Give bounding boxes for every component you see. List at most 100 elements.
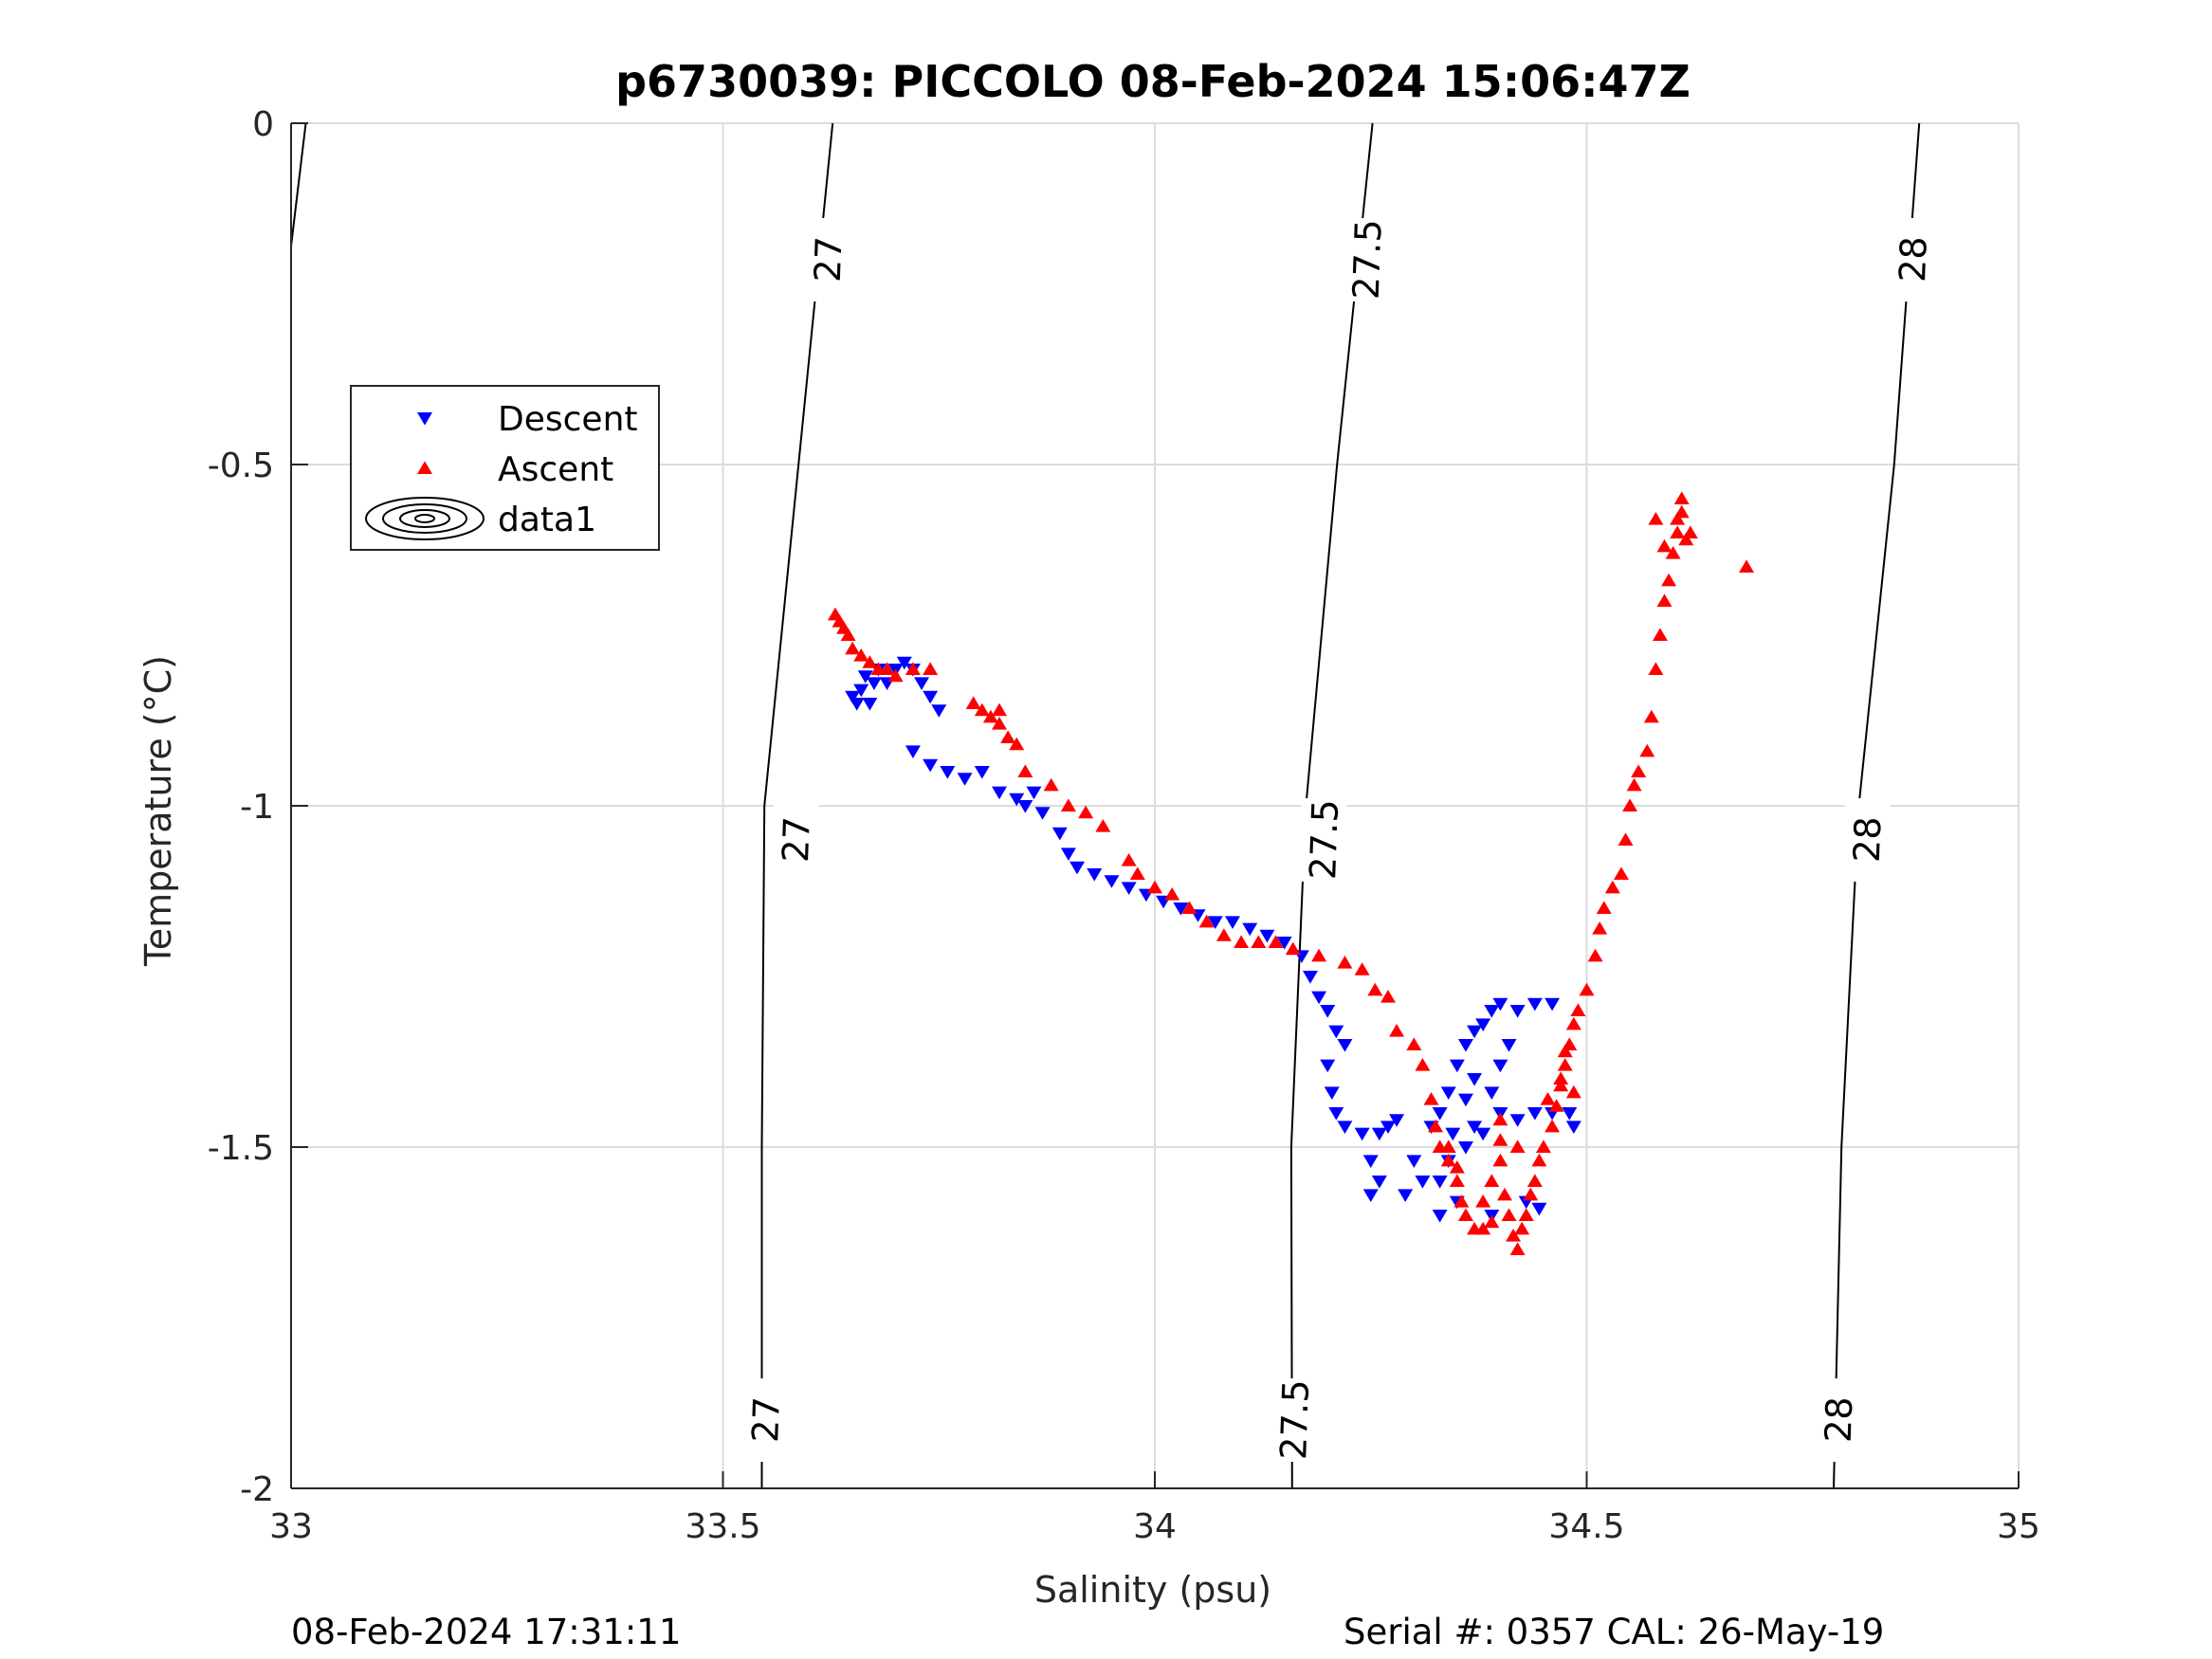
ascent-point <box>1017 764 1033 777</box>
descent-point <box>1354 1127 1370 1141</box>
ascent-point <box>1670 512 1686 525</box>
descent-point <box>923 690 939 704</box>
contour-label-background <box>1890 218 1936 301</box>
descent-point <box>1017 800 1033 813</box>
ascent-point <box>905 662 921 675</box>
descent-point <box>1328 1025 1344 1039</box>
descent-point <box>1501 1039 1517 1052</box>
y-axis-label: Temperature (°C) <box>137 655 179 967</box>
ascent-point <box>1440 1153 1456 1167</box>
ascent-point <box>1673 491 1690 504</box>
ascent-point <box>1337 956 1353 969</box>
descent-point <box>1467 1025 1483 1039</box>
descent-point <box>1440 1086 1456 1100</box>
ascent-point <box>1406 1037 1422 1050</box>
ascent-point <box>1181 901 1197 914</box>
ascent-point <box>1492 1133 1508 1146</box>
x-tick-label: 34.5 <box>1548 1507 1624 1546</box>
ascent-point <box>1449 1160 1465 1174</box>
descent-point <box>1320 1005 1336 1018</box>
chart-title: p6730039: PICCOLO 08-Feb-2024 15:06:47Z <box>615 56 1691 107</box>
ascent-point <box>1548 1099 1564 1112</box>
descent-point <box>1545 997 1561 1012</box>
x-tick-label: 34 <box>1133 1507 1177 1546</box>
descent-point <box>1389 1114 1405 1127</box>
ascent-point <box>1626 777 1642 792</box>
legend-entry-label: data1 <box>498 501 596 539</box>
descent-point <box>1432 1107 1448 1121</box>
ascent-point <box>1604 880 1620 894</box>
descent-point <box>1509 1005 1526 1018</box>
ascent-point <box>1639 743 1655 757</box>
ascent-point <box>1354 962 1370 975</box>
contour-label: 27 <box>807 236 850 283</box>
ascent-point <box>1540 1092 1556 1105</box>
descent-point <box>1087 868 1103 882</box>
contour-label: 27.5 <box>1272 1378 1317 1460</box>
descent-point <box>1026 786 1042 800</box>
descent-point <box>1009 793 1025 807</box>
ascent-point <box>1164 887 1180 901</box>
descent-point <box>862 698 878 711</box>
descent-point <box>1069 861 1086 875</box>
descent-point <box>1432 1176 1448 1189</box>
descent-point <box>1121 882 1137 895</box>
ascent-point <box>1234 935 1250 948</box>
ascent-point <box>840 628 856 641</box>
legend-ascent-marker <box>417 461 432 474</box>
ascent-point <box>1449 1174 1465 1187</box>
ascent-point <box>1268 935 1284 948</box>
descent-point <box>1259 929 1275 943</box>
density-contour-line <box>760 122 834 1488</box>
ascent-point <box>1078 805 1094 819</box>
ascent-point <box>1618 832 1634 846</box>
descent-point <box>1484 1086 1500 1100</box>
descent-point <box>957 773 973 786</box>
ascent-point <box>1453 1194 1470 1208</box>
descent-point <box>849 698 865 711</box>
descent-point <box>940 766 956 779</box>
y-tick-label: 0 <box>252 105 274 144</box>
descent-point <box>1492 1059 1508 1073</box>
ascent-point <box>1557 1044 1573 1058</box>
y-tick-label: -1.5 <box>208 1129 274 1168</box>
contour-label: 27.5 <box>1302 798 1346 880</box>
ascent-point <box>982 709 998 723</box>
descent-point <box>1445 1127 1461 1141</box>
y-tick-label: -2 <box>240 1470 274 1509</box>
y-tick-label: -1 <box>240 788 274 827</box>
ascent-point <box>1367 982 1383 996</box>
ascent-point <box>1579 982 1595 996</box>
ascent-point <box>1739 559 1755 573</box>
ascent-point <box>974 702 990 717</box>
ascent-point <box>1311 948 1327 962</box>
ascent-point <box>1553 1078 1569 1092</box>
descent-point <box>1415 1176 1431 1189</box>
descent-point <box>1406 1155 1422 1168</box>
ascent-point <box>965 696 981 709</box>
ascent-point <box>1121 853 1137 866</box>
ascent-point <box>1496 1187 1512 1201</box>
descent-point <box>1457 1039 1473 1052</box>
ascent-point <box>1129 866 1145 880</box>
contour-label: 28 <box>1892 236 1935 283</box>
descent-point <box>1324 1086 1340 1100</box>
ascent-point <box>1587 948 1603 962</box>
ascent-point <box>1553 1071 1569 1085</box>
ascent-point <box>1631 764 1647 777</box>
ascent-point <box>1678 532 1694 546</box>
ascent-point <box>887 668 904 683</box>
ascent-point <box>1665 546 1681 559</box>
descent-point <box>1565 1121 1581 1134</box>
descent-point <box>1337 1039 1353 1052</box>
ascent-point <box>1643 709 1659 723</box>
footer-serial-cal: Serial #: 0357 CAL: 26-May-19 <box>1344 1612 1884 1652</box>
ascent-point <box>1251 935 1267 948</box>
contour-label-background <box>773 798 819 882</box>
ascent-point <box>1043 777 1059 792</box>
legend-contour-icon <box>365 497 484 540</box>
legend: Descent Ascent data1 <box>350 385 660 551</box>
descent-point <box>914 677 930 690</box>
descent-point <box>1380 1121 1396 1134</box>
